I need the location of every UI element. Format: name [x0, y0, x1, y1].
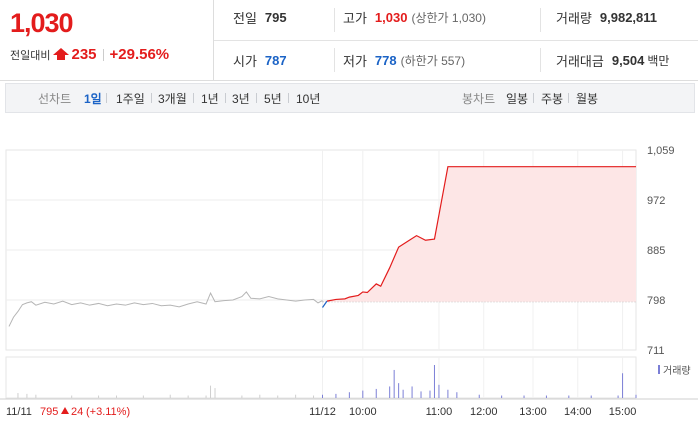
- x-tick-label: 14:00: [564, 406, 592, 418]
- y-tick-label: 711: [647, 345, 665, 357]
- price-line-down: [322, 300, 328, 308]
- change-row: 전일대비 235 +29.56%: [10, 46, 169, 63]
- y-tick-label: 798: [647, 295, 665, 307]
- tab-10-years[interactable]: 10년: [296, 92, 321, 106]
- divider: [334, 48, 335, 72]
- divider: [540, 8, 541, 32]
- x-tick-label: 10:00: [349, 406, 377, 418]
- y-tick-label: 885: [647, 245, 665, 257]
- stat-low: 저가 778 (하한가 557): [343, 50, 465, 70]
- stat-label: 시가: [233, 53, 257, 69]
- prev-close-value: 795: [40, 406, 58, 418]
- line-chart-label: 선차트: [38, 92, 72, 106]
- stat-open: 시가 787: [233, 50, 287, 70]
- prev-change-pct: (+3.11%): [86, 406, 130, 418]
- current-price: 1,030: [10, 8, 74, 38]
- tab-5-years[interactable]: 5년: [264, 92, 282, 106]
- stat-sub: (하한가 557): [400, 53, 466, 68]
- divider: [256, 93, 257, 103]
- divider: [106, 93, 107, 103]
- divider: [288, 93, 289, 103]
- x-tick-label: 15:00: [609, 406, 637, 418]
- divider: [151, 93, 152, 103]
- up-arrow-icon: [53, 48, 70, 61]
- price-area: [322, 166, 636, 302]
- stat-label: 거래대금: [556, 53, 604, 69]
- candle-chart-label: 봉차트: [462, 92, 496, 106]
- stat-value: 795: [264, 9, 287, 25]
- x-tick-label: 11:00: [426, 406, 453, 418]
- stat-value: 9,504: [611, 52, 645, 68]
- tab-1-week[interactable]: 1주일: [116, 92, 145, 106]
- divider: [193, 93, 194, 103]
- stat-unit: 백만: [647, 53, 670, 68]
- divider: [540, 48, 541, 72]
- stat-label: 고가: [343, 10, 367, 26]
- stat-sub: (상한가 1,030): [411, 10, 486, 25]
- y-tick-label: 1,059: [647, 145, 675, 157]
- up-triangle-icon: [61, 407, 69, 414]
- quote-panel: 1,030 전일대비 235 +29.56% 전일 795 고가 1,030 (…: [0, 0, 698, 81]
- divider: [533, 93, 534, 103]
- tab-3-years[interactable]: 3년: [232, 92, 250, 106]
- y-tick-label: 972: [647, 195, 665, 207]
- volume-frame: [5, 356, 637, 399]
- divider: [225, 93, 226, 103]
- price-line-up: [326, 166, 636, 302]
- prev-change-value: 24: [71, 406, 83, 418]
- tab-monthly-candle[interactable]: 월봉: [576, 92, 599, 106]
- x-tick-label: 12:00: [470, 406, 498, 418]
- tab-daily-candle[interactable]: 일봉: [506, 92, 529, 106]
- volume-legend-swatch: [658, 365, 660, 374]
- tab-1-year[interactable]: 1년: [201, 92, 219, 106]
- stat-prev-close: 전일 795: [233, 7, 287, 27]
- tab-3-months[interactable]: 3개월: [158, 92, 187, 106]
- x-tick-label: 13:00: [519, 406, 547, 418]
- stat-value: 778: [374, 52, 397, 68]
- stat-label: 거래량: [556, 10, 592, 26]
- stat-value: 1,030: [374, 9, 408, 25]
- stat-amount: 거래대금 9,504 백만: [556, 50, 669, 70]
- stat-value: 787: [264, 52, 287, 68]
- stat-label: 전일: [233, 10, 257, 26]
- divider: [334, 8, 335, 32]
- change-value: 235: [71, 46, 97, 63]
- stat-label: 저가: [343, 53, 367, 69]
- stat-high: 고가 1,030 (상한가 1,030): [343, 7, 486, 27]
- x-tick-label: 11/11: [6, 406, 32, 418]
- volume-legend-label: 거래량: [663, 365, 691, 377]
- stat-volume: 거래량 9,982,811: [556, 7, 657, 27]
- divider: [214, 40, 698, 41]
- tab-weekly-candle[interactable]: 주봉: [541, 92, 564, 106]
- x-tick-label: 11/12: [309, 406, 336, 418]
- change-label: 전일대비: [10, 49, 51, 62]
- divider: [102, 48, 104, 61]
- chart-tabs: 선차트 1일 1주일 3개월 1년 3년 5년 10년 봉차트 일봉 주봉 월봉: [5, 83, 695, 113]
- stat-value: 9,982,811: [599, 9, 658, 25]
- tab-1-day[interactable]: 1일: [84, 92, 102, 106]
- prev-day-line: [8, 291, 323, 327]
- change-percent: +29.56%: [109, 46, 170, 63]
- price-box: 1,030 전일대비 235 +29.56%: [0, 0, 214, 80]
- divider: [568, 93, 569, 103]
